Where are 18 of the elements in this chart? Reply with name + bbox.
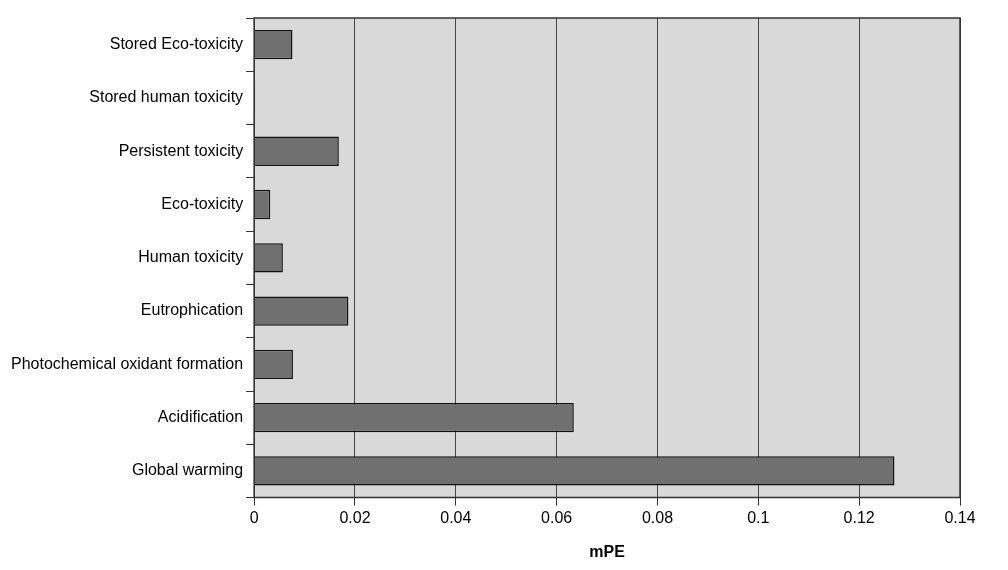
x-axis-title: mPE	[589, 542, 626, 560]
y-tick-label: Photochemical oxidant formation	[11, 354, 244, 372]
y-tick-label: Eutrophication	[140, 301, 244, 319]
x-tick-label: 0.1	[747, 508, 770, 526]
x-tick-label: 0.08	[641, 508, 674, 526]
x-tick-label: 0.12	[843, 508, 875, 526]
y-tick-label: Stored Eco-toxicity	[109, 35, 244, 53]
x-tick-label: 0.14	[944, 508, 976, 526]
x-tick-label: 0	[249, 508, 259, 526]
x-tick-label: 0.04	[440, 508, 472, 526]
x-tick-label: 0.06	[541, 508, 573, 526]
y-tick-label: Eco-toxicity	[161, 194, 244, 212]
y-tick-label: Acidification	[157, 408, 244, 426]
y-tick-label: Stored human toxicity	[89, 88, 244, 106]
y-tick-label: Persistent toxicity	[118, 141, 244, 159]
y-tick-label: Human toxicity	[138, 248, 244, 266]
x-tick-label: 0.02	[339, 508, 371, 526]
y-tick-label: Global warming	[131, 461, 244, 479]
